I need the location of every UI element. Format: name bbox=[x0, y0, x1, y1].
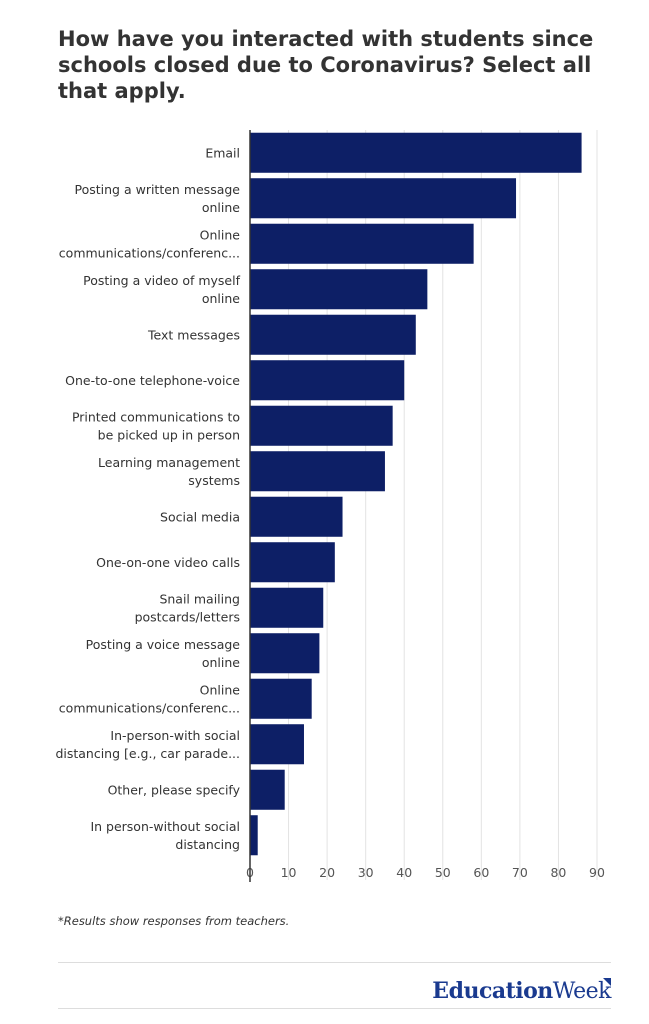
category-label: Text messages bbox=[147, 327, 240, 342]
category-label-line: online bbox=[202, 200, 240, 215]
category-label-line: communications/conferenc... bbox=[59, 245, 240, 260]
category-label: Other, please specify bbox=[108, 782, 241, 797]
category-label: Printed communications to be picked up in… bbox=[72, 409, 240, 442]
category-label-line: Printed communications to bbox=[72, 409, 240, 424]
category-label-line: In-person-with social bbox=[110, 728, 240, 743]
bar bbox=[250, 360, 405, 401]
category-label-line: Posting a voice message bbox=[86, 637, 241, 652]
x-tick-label: 50 bbox=[435, 865, 451, 880]
category-label-line: online bbox=[202, 291, 240, 306]
bar bbox=[250, 223, 474, 264]
x-tick-label: 20 bbox=[319, 865, 335, 880]
category-label: Snail mailing postcards/letters bbox=[135, 591, 240, 624]
category-label-line: In person-without social bbox=[90, 819, 240, 834]
bar bbox=[250, 724, 304, 765]
bar bbox=[250, 269, 428, 310]
category-label-line: Posting a video of myself bbox=[83, 273, 240, 288]
bar bbox=[250, 132, 582, 173]
category-label-line: Social media bbox=[160, 509, 240, 524]
x-tick-label: 30 bbox=[358, 865, 374, 880]
category-label: Posting a written message online bbox=[75, 182, 241, 215]
x-tick-label: 10 bbox=[281, 865, 297, 880]
category-label: Online communications/conferenc... bbox=[59, 227, 241, 260]
bar bbox=[250, 633, 320, 674]
bar-chart: Email Posting a written message online Onli… bbox=[55, 130, 605, 882]
x-tick-label: 40 bbox=[396, 865, 412, 880]
category-label: One-on-one video calls bbox=[96, 555, 240, 570]
bar bbox=[250, 678, 312, 719]
footnote: *Results show responses from teachers. bbox=[58, 914, 290, 928]
bars bbox=[250, 132, 582, 856]
category-label: Posting a video of myself online bbox=[83, 273, 240, 306]
bar bbox=[250, 815, 258, 856]
x-tick-labels: 0102030405060708090 bbox=[246, 865, 605, 880]
category-label: Email bbox=[205, 145, 240, 160]
category-label-line: Online bbox=[200, 682, 241, 697]
category-label-line: systems bbox=[188, 473, 240, 488]
category-label-line: Email bbox=[205, 145, 240, 160]
category-label: Learning management systems bbox=[98, 455, 240, 488]
bar bbox=[250, 405, 393, 446]
education-week-logo[interactable]: EducationWeek bbox=[432, 978, 611, 1004]
category-label-line: postcards/letters bbox=[135, 609, 240, 624]
category-label-line: distancing [e.g., car parade... bbox=[55, 746, 240, 761]
category-label: In person-without social distancing bbox=[90, 819, 240, 852]
category-label: One-to-one telephone-voice bbox=[65, 373, 240, 388]
logo-corner-mark bbox=[603, 978, 611, 986]
bar bbox=[250, 314, 416, 355]
category-label-line: Text messages bbox=[147, 327, 240, 342]
divider-top bbox=[58, 962, 611, 963]
category-label-line: Posting a written message bbox=[75, 182, 241, 197]
bar bbox=[250, 769, 285, 810]
category-label-line: communications/conferenc... bbox=[59, 700, 240, 715]
category-label-line: Other, please specify bbox=[108, 782, 241, 797]
category-labels: Email Posting a written message online Onli… bbox=[55, 145, 240, 852]
bar bbox=[250, 587, 324, 628]
category-label-line: One-to-one telephone-voice bbox=[65, 373, 240, 388]
x-tick-label: 80 bbox=[550, 865, 566, 880]
category-label-line: Online bbox=[200, 227, 241, 242]
chart-title: How have you interacted with students si… bbox=[58, 27, 594, 103]
logo-part-week: Week bbox=[552, 979, 612, 1004]
category-label-line: distancing bbox=[175, 837, 240, 852]
bar bbox=[250, 451, 385, 492]
x-tick-label: 70 bbox=[512, 865, 528, 880]
category-label-line: Snail mailing bbox=[159, 591, 240, 606]
bar bbox=[250, 178, 517, 219]
category-label: Posting a voice message online bbox=[86, 637, 241, 670]
category-label: Social media bbox=[160, 509, 240, 524]
divider-bottom bbox=[58, 1008, 611, 1009]
category-label-line: One-on-one video calls bbox=[96, 555, 240, 570]
category-label: Online communications/conferenc... bbox=[59, 682, 241, 715]
category-label-line: online bbox=[202, 655, 240, 670]
logo-part-education: Education bbox=[432, 978, 553, 1004]
x-tick-label: 60 bbox=[473, 865, 489, 880]
category-label: In-person-with social distancing [e.g., c… bbox=[55, 728, 240, 761]
bar bbox=[250, 496, 343, 537]
category-label-line: be picked up in person bbox=[98, 427, 240, 442]
category-label-line: Learning management bbox=[98, 455, 240, 470]
bar bbox=[250, 542, 335, 583]
x-tick-label: 90 bbox=[589, 865, 605, 880]
